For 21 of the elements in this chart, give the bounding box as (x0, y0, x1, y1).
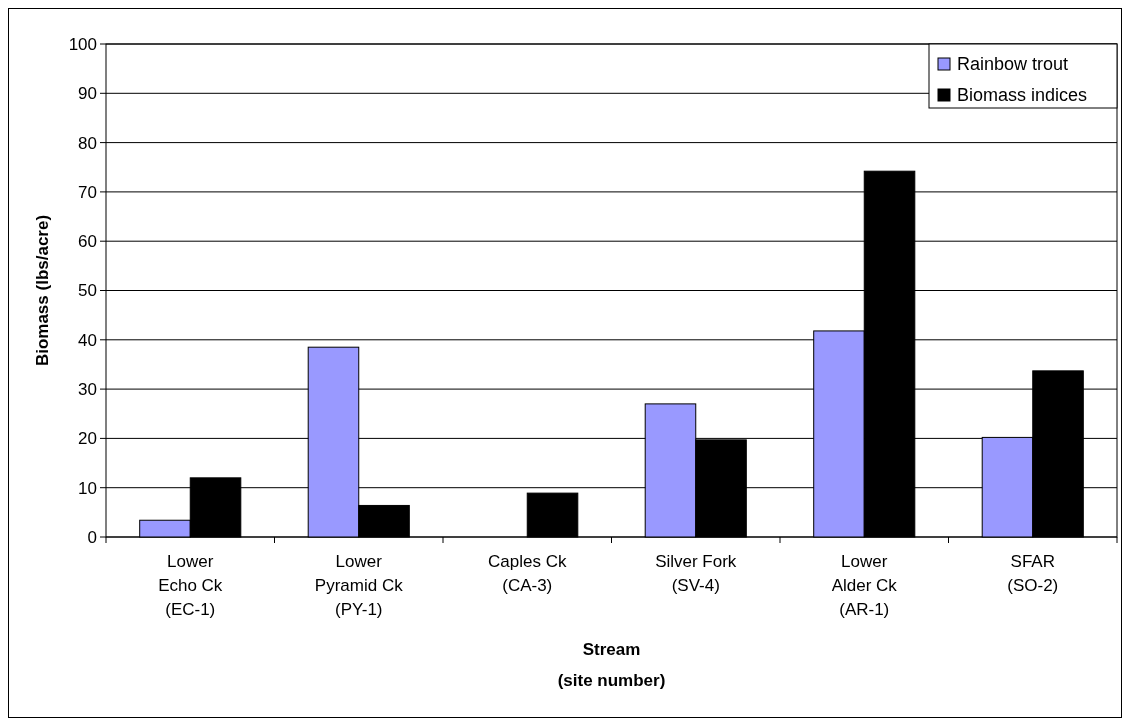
y-tick-label: 80 (78, 133, 97, 153)
y-tick-label: 60 (78, 232, 97, 252)
x-axis-title: Stream (site number) (557, 640, 666, 690)
y-tick-label: 100 (68, 34, 97, 54)
x-tick-label: Caples Ck (CA-3) (488, 552, 567, 595)
x-tick-label: Lower Pyramid Ck (PY-1) (314, 552, 404, 619)
legend-label: Rainbow trout (957, 54, 1069, 75)
y-tick-label: 70 (78, 182, 97, 202)
y-tick-label: 0 (87, 527, 97, 547)
y-axis-title: Biomass (lbs/acre) (33, 214, 52, 367)
y-tick-label: 30 (78, 380, 97, 400)
y-tick-label: 40 (78, 330, 97, 350)
y-tick-label: 10 (78, 478, 97, 498)
x-tick-label: Silver Fork (SV-4) (655, 552, 737, 595)
y-tick-label: 90 (78, 84, 97, 104)
y-tick-label: 50 (78, 281, 97, 301)
legend-label: Biomass indices (957, 85, 1088, 106)
x-tick-label: Lower Alder Ck (AR-1) (831, 552, 898, 619)
y-tick-label: 20 (78, 429, 97, 449)
x-tick-label: Lower Echo Ck (EC-1) (158, 552, 223, 619)
x-tick-label: SFAR (SO-2) (1007, 552, 1059, 595)
